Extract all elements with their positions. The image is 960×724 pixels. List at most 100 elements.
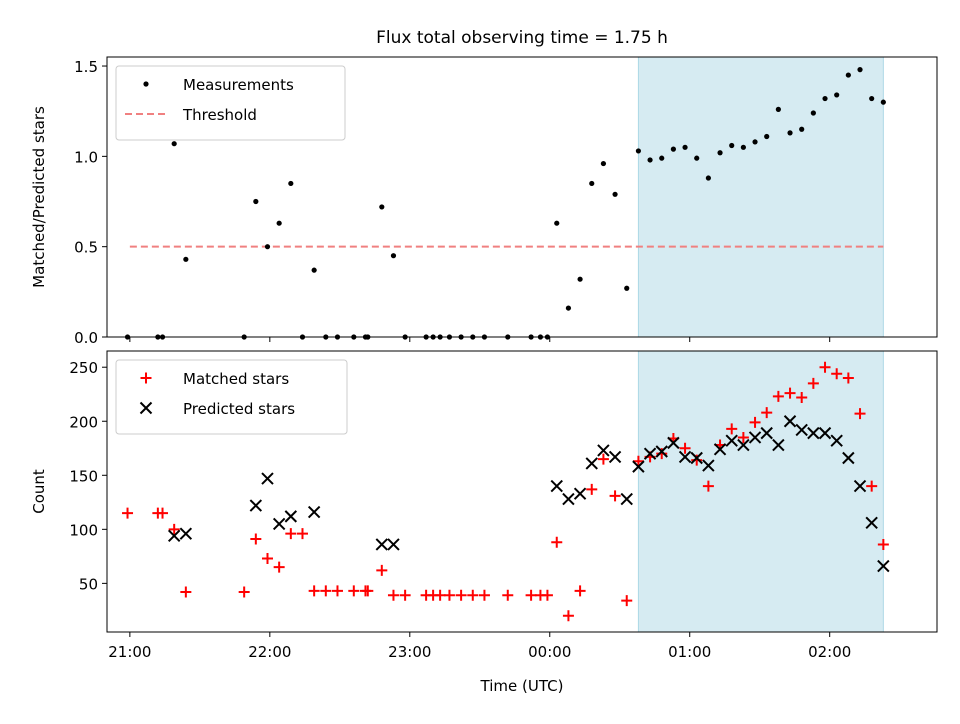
matched-stars-point (726, 423, 738, 435)
matched-stars-point (168, 523, 180, 535)
measurements-point (857, 67, 863, 73)
measurements-point (787, 130, 793, 136)
x-axis-label: Time (UTC) (480, 677, 564, 695)
matched-stars-point (250, 533, 262, 545)
predicted-stars-point (179, 527, 193, 540)
predicted-stars-point (284, 510, 298, 523)
matched-stars-point (761, 407, 773, 419)
matched-stars-point (348, 585, 360, 597)
legend-marker-swatch (139, 401, 153, 415)
legend: Matched stars Predicted stars (115, 359, 348, 435)
legend-entry-label: Predicted stars (183, 400, 295, 418)
matched-stars-point (842, 372, 854, 384)
predicted-stars-point (830, 434, 843, 447)
y-tick-label: 250 (69, 359, 98, 377)
matched-stars-point (478, 589, 490, 601)
matched-stars-point (574, 585, 586, 597)
predicted-stars-point (387, 538, 400, 551)
measurements-point (705, 175, 711, 181)
y-tick-label: 0.5 (74, 239, 98, 257)
measurements-point (717, 150, 723, 156)
y-tick-label: 200 (69, 413, 98, 431)
predicted-stars-point (772, 438, 785, 452)
measurements-point (565, 305, 572, 311)
predicted-stars-point (550, 479, 563, 493)
matched-stars-point (434, 589, 446, 601)
predicted-stars-point (865, 516, 878, 530)
measurements-point (647, 157, 653, 163)
legend: Measurements Threshold (115, 65, 346, 141)
x-tick-label: 21:00 (108, 643, 151, 661)
measurements-point (253, 198, 259, 205)
matched-stars-point (238, 586, 250, 598)
matched-stars-point (331, 585, 343, 597)
legend-entry-label: Threshold (182, 106, 257, 124)
matched-stars-point (749, 416, 761, 428)
y-tick-label: 1.0 (74, 148, 98, 166)
y-tick-label: 150 (69, 467, 98, 485)
matched-stars-point (866, 480, 878, 492)
matched-stars-point (796, 391, 808, 403)
predicted-stars-point (678, 450, 692, 464)
measurements-point (264, 244, 271, 250)
predicted-stars-point (167, 529, 181, 543)
measurements-point (311, 267, 317, 273)
predicted-stars-point (573, 487, 587, 500)
predicted-stars-point (842, 451, 855, 465)
measurements-point (577, 276, 583, 282)
measurements-point (589, 180, 595, 187)
predicted-stars-point (375, 538, 389, 551)
matched-stars-point (586, 483, 598, 495)
matched-stars-point (609, 490, 621, 502)
x-tick-label: 00:00 (528, 643, 571, 661)
matched-stars-point (737, 431, 749, 443)
observing-window-span (637, 56, 884, 338)
predicted-stars-point (597, 444, 610, 457)
y-axis-label: Matched/Predicted stars (30, 106, 48, 288)
measurements-point (694, 155, 700, 161)
measurements-point (822, 95, 828, 102)
predicted-stars-point (807, 426, 820, 440)
measurements-point (624, 285, 630, 291)
x-tick-label: 02:00 (808, 643, 851, 661)
x-tick-label: 23:00 (388, 643, 431, 661)
measurements-point (799, 126, 805, 132)
measurements-point (554, 220, 560, 226)
legend-entry-label: Measurements (183, 76, 294, 94)
matched-stars-point (854, 408, 866, 420)
predicted-stars-point (585, 457, 598, 470)
matched-stars-point (362, 585, 374, 597)
y-tick-label: 100 (69, 521, 98, 539)
legend-marker-swatch (143, 81, 149, 87)
measurements-point (775, 106, 781, 112)
matched-stars-point (399, 589, 411, 601)
predicted-stars-point (632, 460, 645, 473)
measurements-point (752, 139, 758, 145)
predicted-stars-point (760, 426, 773, 440)
measurements-point (379, 204, 385, 210)
matched-stars-point (443, 589, 455, 601)
matched-stars-point (296, 528, 308, 540)
predicted-stars-point (655, 445, 668, 458)
predicted-stars-point (608, 450, 622, 464)
measurements-point (288, 180, 294, 187)
measurements-point (635, 148, 642, 154)
matched-stars-point (320, 585, 332, 597)
matched-stars-point (691, 454, 703, 466)
observing-window-span (637, 350, 884, 633)
predicted-stars-point (667, 436, 680, 450)
predicted-stars-point (643, 447, 657, 460)
matched-stars-point (702, 480, 714, 492)
measurements-point (729, 142, 735, 149)
matched-stars-point (467, 589, 479, 601)
y-tick-label: 50 (79, 575, 98, 593)
x-tick-label: 22:00 (248, 643, 291, 661)
measurements-point (869, 95, 875, 102)
measurements-point (183, 256, 189, 262)
predicted-stars-series (167, 415, 890, 573)
matched-stars-point (807, 377, 819, 389)
measurements-point (600, 160, 607, 167)
predicted-stars-point (249, 499, 263, 512)
measurements-point (670, 146, 676, 152)
